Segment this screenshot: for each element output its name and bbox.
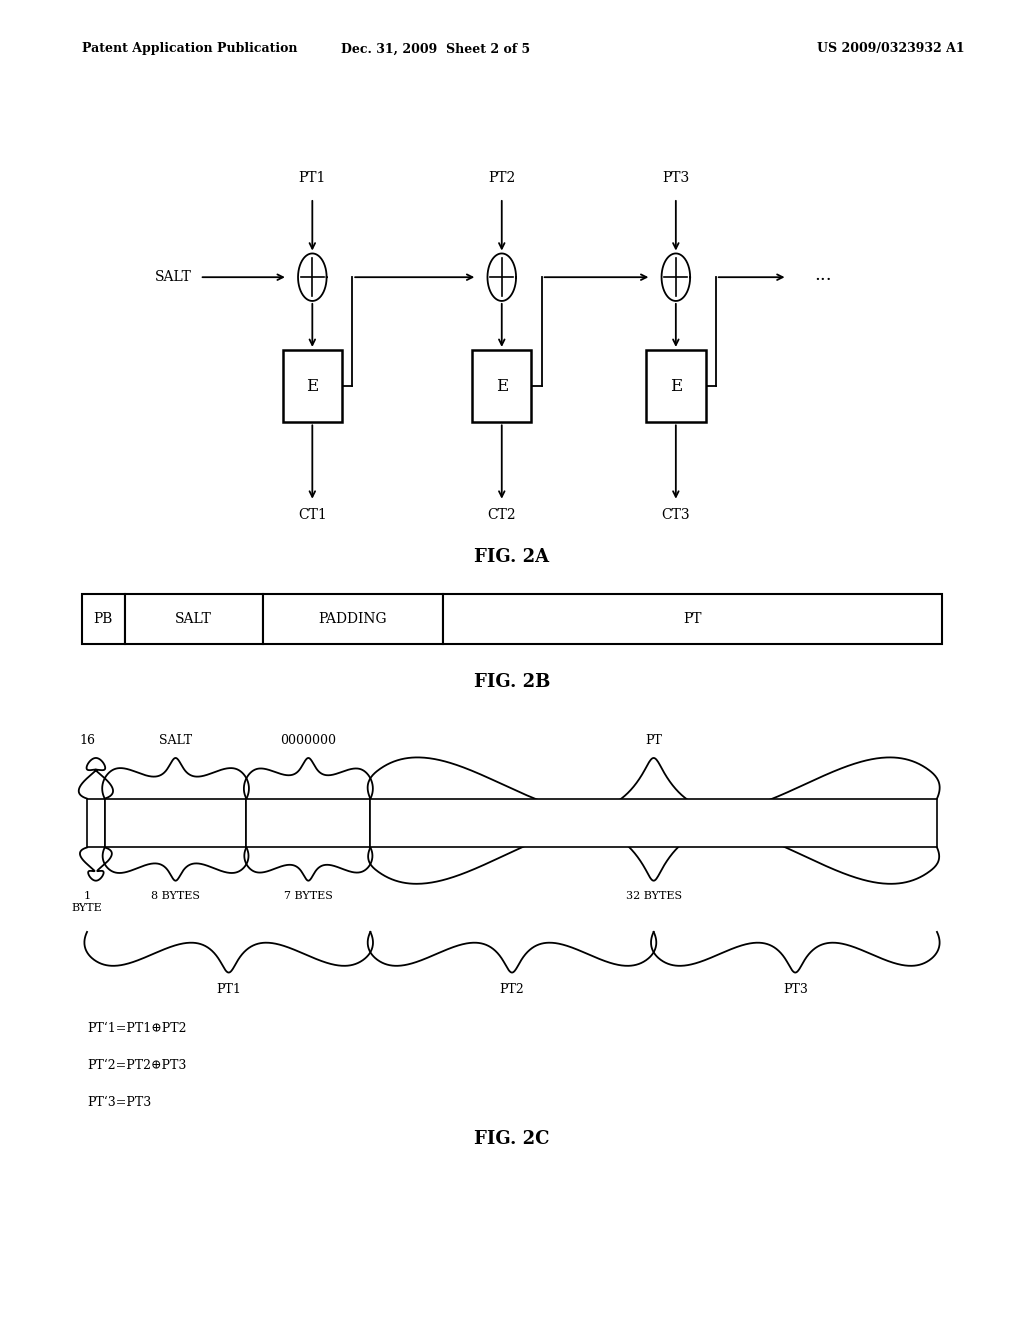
Text: PT2: PT2 <box>500 983 524 997</box>
FancyBboxPatch shape <box>247 799 371 847</box>
FancyBboxPatch shape <box>87 799 104 847</box>
Text: E: E <box>496 378 508 395</box>
Text: Dec. 31, 2009  Sheet 2 of 5: Dec. 31, 2009 Sheet 2 of 5 <box>341 42 529 55</box>
FancyBboxPatch shape <box>472 350 531 422</box>
Text: PT2: PT2 <box>488 170 515 185</box>
Text: PT3: PT3 <box>783 983 808 997</box>
Text: FIG. 2A: FIG. 2A <box>474 548 550 566</box>
FancyBboxPatch shape <box>262 594 443 644</box>
Text: PB: PB <box>94 612 113 626</box>
Text: E: E <box>306 378 318 395</box>
FancyBboxPatch shape <box>82 594 125 644</box>
Text: PT‘1=PT1⊕PT2: PT‘1=PT1⊕PT2 <box>87 1022 186 1035</box>
Text: FIG. 2B: FIG. 2B <box>474 673 550 692</box>
Text: SALT: SALT <box>155 271 191 284</box>
FancyBboxPatch shape <box>371 799 937 847</box>
FancyBboxPatch shape <box>104 799 247 847</box>
Text: PADDING: PADDING <box>318 612 387 626</box>
Text: PT‘2=PT2⊕PT3: PT‘2=PT2⊕PT3 <box>87 1059 186 1072</box>
Text: CT1: CT1 <box>298 508 327 523</box>
Text: PT1: PT1 <box>299 170 326 185</box>
Text: US 2009/0323932 A1: US 2009/0323932 A1 <box>817 42 965 55</box>
Text: ...: ... <box>814 265 831 284</box>
FancyBboxPatch shape <box>646 350 706 422</box>
Text: SALT: SALT <box>175 612 212 626</box>
Text: PT‘3=PT3: PT‘3=PT3 <box>87 1096 152 1109</box>
Text: Patent Application Publication: Patent Application Publication <box>82 42 297 55</box>
FancyBboxPatch shape <box>283 350 342 422</box>
Text: 7 BYTES: 7 BYTES <box>284 891 333 902</box>
Text: 32 BYTES: 32 BYTES <box>626 891 682 902</box>
Text: CT3: CT3 <box>662 508 690 523</box>
Text: 8 BYTES: 8 BYTES <box>152 891 200 902</box>
FancyBboxPatch shape <box>443 594 942 644</box>
Text: FIG. 2C: FIG. 2C <box>474 1130 550 1148</box>
Text: PT: PT <box>645 734 663 747</box>
Text: SALT: SALT <box>159 734 193 747</box>
Text: PT: PT <box>683 612 701 626</box>
Text: CT2: CT2 <box>487 508 516 523</box>
Text: E: E <box>670 378 682 395</box>
FancyBboxPatch shape <box>125 594 262 644</box>
Text: 1
BYTE: 1 BYTE <box>72 891 102 912</box>
Text: PT3: PT3 <box>663 170 689 185</box>
Text: 0000000: 0000000 <box>281 734 336 747</box>
Text: 16: 16 <box>79 734 95 747</box>
Text: PT1: PT1 <box>216 983 241 997</box>
